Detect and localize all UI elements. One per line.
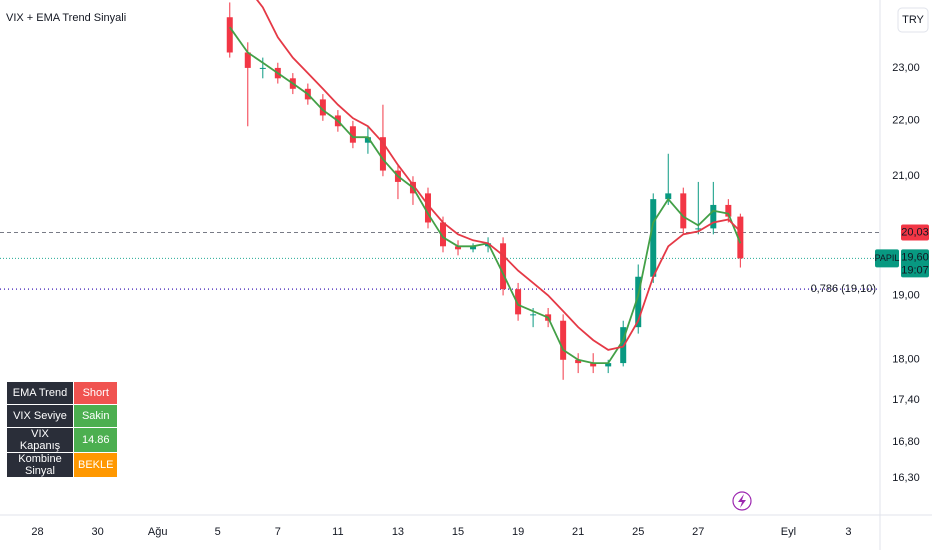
- table-value: Sakin: [74, 405, 118, 427]
- candle-body: [737, 216, 744, 259]
- candle-body: [500, 243, 507, 290]
- event-icon[interactable]: [732, 491, 752, 511]
- candle-body: [515, 289, 522, 315]
- candle-body: [470, 246, 477, 250]
- x-tick-label: 13: [392, 526, 404, 538]
- symbol-tag: PAPIL: [875, 253, 900, 263]
- candle-body: [695, 228, 702, 230]
- candle-body: [725, 204, 732, 217]
- price-label-box: [901, 224, 929, 241]
- currency-label[interactable]: TRY: [902, 14, 924, 26]
- candle-body: [424, 193, 431, 223]
- plot-area: [0, 0, 880, 380]
- x-tick-label: 3: [845, 526, 851, 538]
- x-tick-label: 5: [215, 526, 221, 538]
- y-tick-label: 16,80: [892, 436, 920, 448]
- candle-body: [530, 314, 537, 316]
- table-label: EMA Trend: [7, 382, 73, 404]
- symbol-tag-box: [875, 249, 899, 268]
- candle-body: [244, 52, 251, 68]
- candle-body: [349, 126, 356, 143]
- ema-line: [256, 0, 741, 351]
- candle-body: [665, 193, 672, 200]
- candle-body: [575, 359, 582, 364]
- x-tick-label: 11: [332, 526, 343, 538]
- y-tick-label: 22,00: [892, 115, 920, 127]
- candle-body: [590, 363, 597, 367]
- x-tick-label: 19: [512, 526, 524, 538]
- table-value: 14.86: [74, 428, 118, 452]
- table-row: VIX Seviye Sakin: [7, 405, 118, 427]
- candle-body: [560, 320, 567, 360]
- candle-body: [680, 193, 687, 229]
- x-tick-label: 21: [572, 526, 584, 538]
- candle-body: [605, 363, 612, 367]
- fib-label: 0,786 (19,10): [811, 283, 876, 295]
- candle-body: [379, 137, 386, 171]
- x-tick-label: 7: [275, 526, 281, 538]
- y-tick-label: 18,00: [892, 354, 920, 366]
- currency-button[interactable]: [897, 7, 929, 33]
- price-label: 20,03: [901, 226, 929, 238]
- table-value: BEKLE: [74, 453, 118, 477]
- candle-body: [455, 246, 462, 250]
- candle-body: [319, 99, 326, 116]
- candle-body: [440, 222, 447, 247]
- y-tick-label: 16,30: [892, 472, 920, 484]
- x-tick-label: 25: [632, 526, 644, 538]
- table-value: Short: [74, 382, 118, 404]
- table-label: VIX Kapanış: [7, 428, 73, 452]
- candle-body: [650, 199, 657, 277]
- price-label-box: [901, 249, 929, 278]
- x-tick-label: 15: [452, 526, 464, 538]
- signal-table: EMA Trend Short VIX Seviye Sakin VIX Kapanış…: [6, 381, 118, 478]
- candle-body: [364, 137, 371, 143]
- table-row: EMA Trend Short: [7, 382, 118, 404]
- x-tick-label: Ağu: [148, 526, 168, 538]
- candle-body: [635, 276, 642, 328]
- y-tick-label: 23,00: [892, 62, 920, 74]
- y-tick-label: 21,00: [892, 170, 920, 182]
- candle-body: [226, 17, 233, 53]
- ema-line: [229, 26, 742, 364]
- price-sublabel: 19:07: [901, 264, 929, 276]
- y-tick-label: 19,00: [892, 289, 920, 301]
- table-row: Kombine Sinyal BEKLE: [7, 453, 118, 477]
- candle-body: [259, 67, 266, 69]
- price-label: 19,60: [901, 251, 929, 263]
- table-label: Kombine Sinyal: [7, 453, 73, 477]
- y-tick-label: 17,40: [892, 394, 920, 406]
- candle-body: [710, 204, 717, 229]
- chart-title: VIX + EMA Trend Sinyali: [6, 12, 126, 24]
- table-row: VIX Kapanış 14.86: [7, 428, 118, 452]
- table-label: VIX Seviye: [7, 405, 73, 427]
- x-tick-label: 27: [692, 526, 704, 538]
- x-tick-label: 28: [31, 526, 43, 538]
- x-tick-label: 30: [91, 526, 103, 538]
- x-tick-label: Eyl: [781, 526, 796, 538]
